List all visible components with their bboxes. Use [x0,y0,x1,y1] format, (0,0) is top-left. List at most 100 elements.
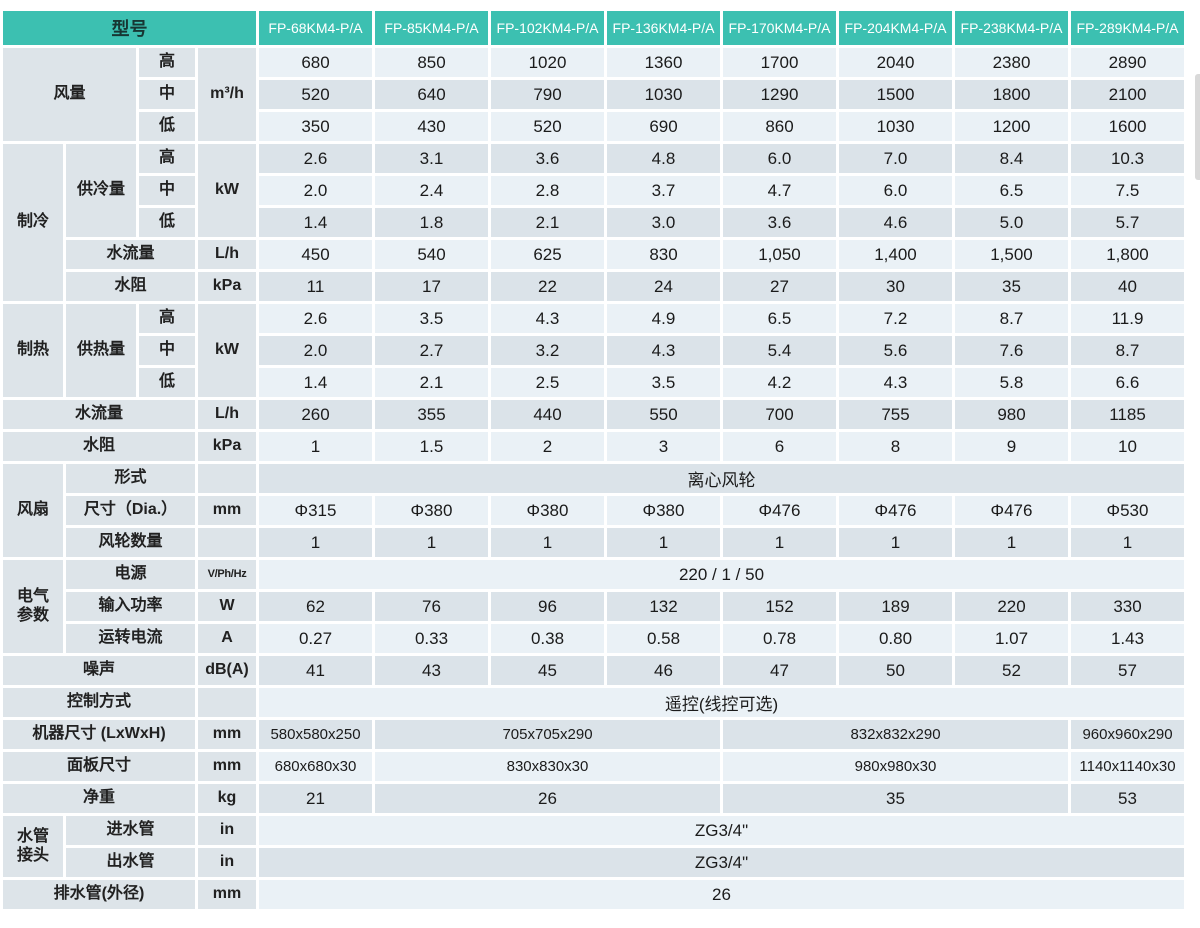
level-label-high: 高 [139,144,195,173]
spec-value-cell: 1.4 [259,368,372,397]
spec-value-cell: 2.6 [259,304,372,333]
spec-value-cell: 1 [491,528,604,557]
spec-value-cell: 1290 [723,80,836,109]
spec-value-cell: 0.58 [607,624,720,653]
scrollbar-thumb[interactable] [1195,74,1200,180]
unit-outlet-pipe: in [198,848,256,877]
spec-value-cell: 2.0 [259,176,372,205]
spec-value-cell: 580x580x250 [259,720,372,749]
spec-value-cell: 700 [723,400,836,429]
spec-value-cell: 1.5 [375,432,488,461]
spec-value-cell: 1140x1140x30 [1071,752,1184,781]
spec-value-cell: 832x832x290 [723,720,1068,749]
level-label-mid: 中 [139,80,195,109]
table-row: 中 2.0 2.7 3.2 4.3 5.4 5.6 7.6 8.7 [3,336,1184,365]
spec-value-cell: 35 [723,784,1068,813]
row-label-cooling-resistance: 水阻 [66,272,195,301]
spec-value-cell: 1 [375,528,488,557]
unit-heating-waterflow: L/h [198,400,256,429]
unit-weight: kg [198,784,256,813]
spec-value-cell: 1,400 [839,240,952,269]
table-row: 水流量 L/h 260 355 440 550 700 755 980 1185 [3,400,1184,429]
unit-heating-resistance: kPa [198,432,256,461]
spec-value-cell: 690 [607,112,720,141]
spec-value-cell: 3.6 [723,208,836,237]
spec-value-cell: 355 [375,400,488,429]
row-label-control: 控制方式 [3,688,195,717]
spec-value-cell: 2 [491,432,604,461]
spec-value-cell: 1 [607,528,720,557]
unit-input-power: W [198,592,256,621]
spec-value-cell: 6.5 [723,304,836,333]
spec-value-cell: 47 [723,656,836,685]
model-name-cell: FP-102KM4-P/A [491,11,604,45]
spec-value-cell: 1.43 [1071,624,1184,653]
row-label-input-power: 输入功率 [66,592,195,621]
spec-value-cell: 62 [259,592,372,621]
spec-value-cell: 680x680x30 [259,752,372,781]
unit-unit-size: mm [198,720,256,749]
spec-value-cell: 40 [1071,272,1184,301]
spec-value-cell: 7.2 [839,304,952,333]
unit-airflow: m³/h [198,48,256,141]
row-label-inlet-pipe: 进水管 [66,816,195,845]
table-row: 制热 供热量 高 kW 2.6 3.5 4.3 4.9 6.5 7.2 8.7 11.9 [3,304,1184,397]
section-label-airflow: 风量 [3,48,136,141]
spec-value-cell: 10.3 [1071,144,1184,173]
spec-value-cell: 220 [955,592,1068,621]
spec-value-cell: 0.78 [723,624,836,653]
row-label-panel-size: 面板尺寸 [3,752,195,781]
spec-value-cell: 1,050 [723,240,836,269]
spec-value-cell: 1030 [607,80,720,109]
spec-value-cell: 860 [723,112,836,141]
spec-value-cell: 3 [607,432,720,461]
spec-value-cell: 830 [607,240,720,269]
unit-drain-pipe: mm [198,880,256,909]
spec-value-cell: 1700 [723,48,836,77]
spec-value-cell: 960x960x290 [1071,720,1184,749]
spec-value-cell: 680 [259,48,372,77]
unit-noise: dB(A) [198,656,256,685]
spec-value-cell: 0.38 [491,624,604,653]
spec-value-cell: 1185 [1071,400,1184,429]
spec-value-cell: Φ380 [491,496,604,525]
spec-value-cell: 30 [839,272,952,301]
spec-value-cell: 21 [259,784,372,813]
unit-fan-size: mm [198,496,256,525]
unit-fan-count-empty [198,528,256,557]
level-label-high: 高 [139,304,195,333]
spec-value-cell: 46 [607,656,720,685]
row-label-running-current: 运转电流 [66,624,195,653]
spec-value-cell: 8 [839,432,952,461]
unit-fan-type-empty [198,464,256,493]
spec-value-cell: 0.33 [375,624,488,653]
spec-value-cell: 7.5 [1071,176,1184,205]
unit-cooling-resistance: kPa [198,272,256,301]
spec-value-cell: Φ476 [955,496,1068,525]
level-label-mid: 中 [139,336,195,365]
table-row: 水管 接头 进水管 in ZG3/4" [3,816,1184,877]
spec-value-cell: 4.3 [491,304,604,333]
spec-value-cell: 520 [491,112,604,141]
table-row: 风扇 形式 离心风轮 [3,464,1184,557]
table-row: 风量 高 m³/h 680 850 1020 1360 1700 2040 2380 2890 [3,48,1184,141]
spec-value-cell: 96 [491,592,604,621]
table-row: 低 1.4 1.8 2.1 3.0 3.6 4.6 5.0 5.7 [3,208,1184,237]
section-label-pipes: 水管 接头 [3,816,63,877]
spec-value-cell: 5.4 [723,336,836,365]
outlet-pipe-value: ZG3/4" [259,848,1184,877]
row-label-drain-pipe: 排水管(外径) [3,880,195,909]
section-label-electrical: 电气 参数 [3,560,63,653]
spec-value-cell: 550 [607,400,720,429]
spec-value-cell: 790 [491,80,604,109]
spec-value-cell: 2.8 [491,176,604,205]
spec-value-cell: 35 [955,272,1068,301]
spec-value-cell: 1500 [839,80,952,109]
spec-value-cell: 6.0 [723,144,836,173]
spec-value-cell: 1 [259,432,372,461]
model-name-cell: FP-85KM4-P/A [375,11,488,45]
spec-value-cell: 50 [839,656,952,685]
table-row: 净重 kg 21 26 35 53 [3,784,1184,813]
table-row: 水阻 kPa 11 17 22 24 27 30 35 40 [3,272,1184,301]
row-label-power-supply: 电源 [66,560,195,589]
